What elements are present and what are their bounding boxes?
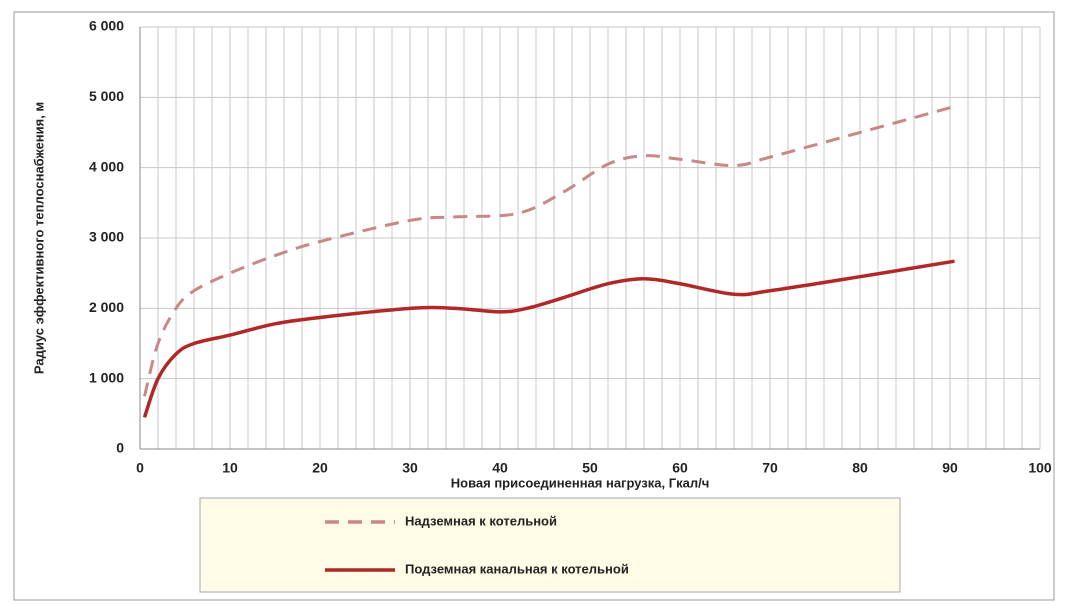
x-tick-label: 60 bbox=[672, 460, 688, 476]
x-tick-label: 100 bbox=[1028, 460, 1052, 476]
legend-label: Подземная канальная к котельной bbox=[405, 561, 629, 576]
y-tick-label: 2 000 bbox=[89, 299, 124, 315]
x-tick-label: 50 bbox=[582, 460, 598, 476]
x-tick-label: 70 bbox=[762, 460, 778, 476]
x-tick-label: 90 bbox=[942, 460, 958, 476]
x-tick-label: 80 bbox=[852, 460, 868, 476]
x-tick-label: 0 bbox=[136, 460, 144, 476]
x-tick-label: 10 bbox=[222, 460, 238, 476]
series-line bbox=[142, 259, 955, 418]
x-tick-label: 30 bbox=[402, 460, 418, 476]
y-axis-label: Радиус эффективного теплоснабжения, м bbox=[31, 102, 46, 374]
x-tick-label: 20 bbox=[312, 460, 328, 476]
legend-box bbox=[199, 497, 901, 593]
y-tick-label: 6 000 bbox=[89, 18, 124, 34]
y-tick-label: 1 000 bbox=[89, 369, 124, 385]
y-tick-label: 4 000 bbox=[89, 158, 124, 174]
x-tick-label: 40 bbox=[492, 460, 508, 476]
x-axis-label: Новая присоединенная нагрузка, Гкал/ч bbox=[451, 475, 710, 490]
legend-label: Надземная к котельной bbox=[405, 513, 557, 528]
series-line bbox=[143, 105, 955, 397]
y-tick-label: 5 000 bbox=[89, 88, 124, 104]
y-tick-label: 0 bbox=[116, 440, 124, 456]
y-tick-label: 3 000 bbox=[89, 229, 124, 245]
